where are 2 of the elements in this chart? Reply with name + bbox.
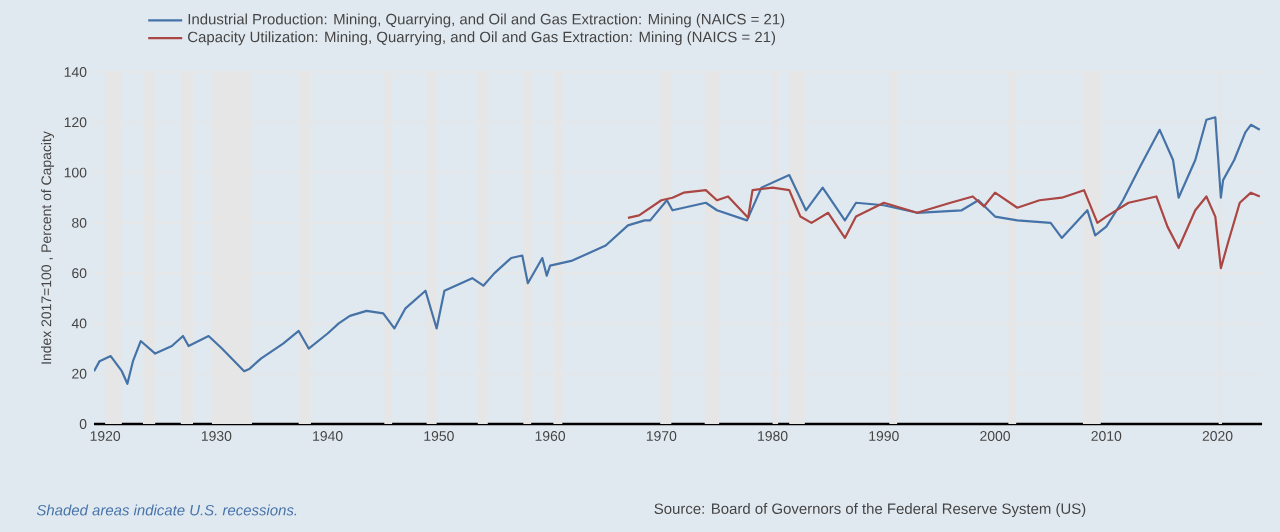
line-series: [626, 186, 1261, 270]
line-series: [94, 116, 1261, 385]
